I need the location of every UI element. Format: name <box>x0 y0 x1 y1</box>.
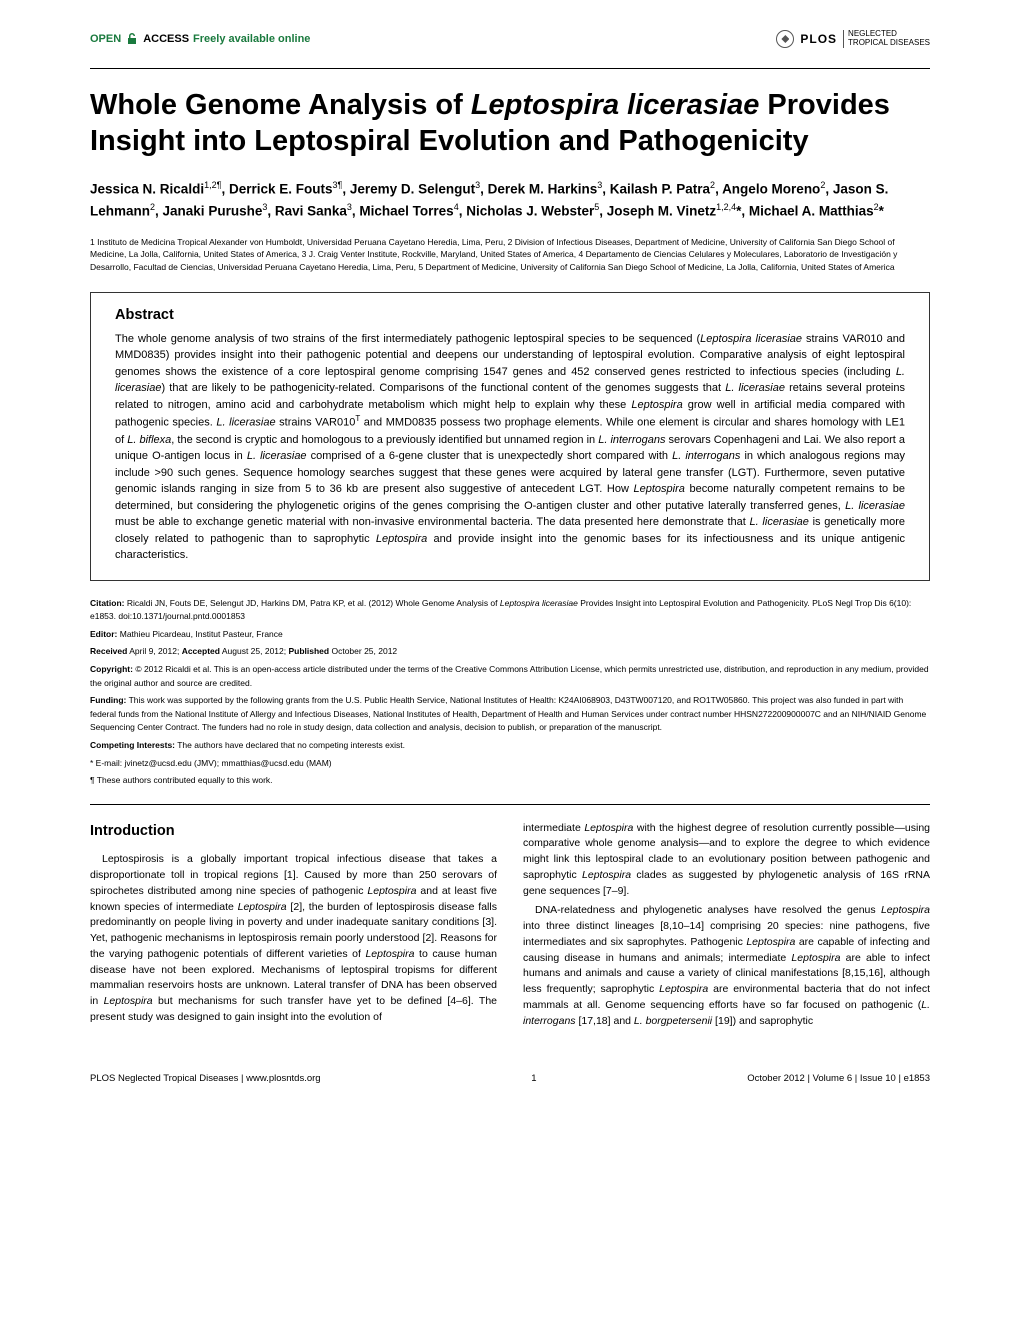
funding-text: This work was supported by the following… <box>90 695 926 732</box>
editor-label: Editor: <box>90 629 117 639</box>
competing-label: Competing Interests: <box>90 740 175 750</box>
body-columns: Introduction Leptospirosis is a globally… <box>90 821 930 1034</box>
journal-line2: TROPICAL DISEASES <box>848 38 930 47</box>
page-footer: PLOS Neglected Tropical Diseases | www.p… <box>90 1073 930 1084</box>
meta-rule <box>90 804 930 805</box>
title-species: Leptospira licerasiae <box>471 89 760 121</box>
plos-logo: PLOS NEGLECTED TROPICAL DISEASES <box>776 30 930 48</box>
published-label: Published <box>288 646 329 656</box>
citation-text: Ricaldi JN, Fouts DE, Selengut JD, Harki… <box>90 598 911 622</box>
access-label: ACCESS <box>143 33 189 45</box>
editor-line: Editor: Mathieu Picardeau, Institut Past… <box>90 628 930 642</box>
accepted-text: August 25, 2012; <box>220 646 289 656</box>
footer-right: October 2012 | Volume 6 | Issue 10 | e18… <box>747 1073 930 1084</box>
intro-para-1-cont: intermediate Leptospira with the highest… <box>523 821 930 900</box>
meta-block: Citation: Ricaldi JN, Fouts DE, Selengut… <box>90 597 930 788</box>
footer-page: 1 <box>531 1073 536 1084</box>
competing-text: The authors have declared that no compet… <box>175 740 405 750</box>
abstract-body: The whole genome analysis of two strains… <box>115 331 905 564</box>
header-rule <box>90 68 930 69</box>
published-text: October 25, 2012 <box>329 646 397 656</box>
citation-line: Citation: Ricaldi JN, Fouts DE, Selengut… <box>90 597 930 624</box>
intro-para-1: Leptospirosis is a globally important tr… <box>90 852 497 1025</box>
dates-line: Received April 9, 2012; Accepted August … <box>90 645 930 659</box>
plos-icon <box>776 30 794 48</box>
header-row: OPEN ACCESS Freely available online PLOS… <box>90 30 930 48</box>
abstract-heading: Abstract <box>115 307 905 323</box>
copyright-line: Copyright: © 2012 Ricaldi et al. This is… <box>90 663 930 690</box>
funding-label: Funding: <box>90 695 126 705</box>
open-label: OPEN <box>90 33 121 45</box>
copyright-label: Copyright: <box>90 664 133 674</box>
editor-text: Mathieu Picardeau, Institut Pasteur, Fra… <box>117 629 282 639</box>
title-pre: Whole Genome Analysis of <box>90 89 471 121</box>
column-left: Introduction Leptospirosis is a globally… <box>90 821 497 1034</box>
journal-name: NEGLECTED TROPICAL DISEASES <box>843 30 930 48</box>
affiliations: 1 Instituto de Medicina Tropical Alexand… <box>90 236 930 274</box>
journal-line1: NEGLECTED <box>848 29 897 38</box>
citation-label: Citation: <box>90 598 124 608</box>
email-line: * E-mail: jvinetz@ucsd.edu (JMV); mmatth… <box>90 757 930 771</box>
introduction-heading: Introduction <box>90 821 497 843</box>
column-right: intermediate Leptospira with the highest… <box>523 821 930 1034</box>
footer-left: PLOS Neglected Tropical Diseases | www.p… <box>90 1073 321 1084</box>
received-label: Received <box>90 646 127 656</box>
intro-para-2: DNA-relatedness and phylogenetic analyse… <box>523 903 930 1029</box>
competing-line: Competing Interests: The authors have de… <box>90 739 930 753</box>
funding-line: Funding: This work was supported by the … <box>90 694 930 735</box>
freely-label: Freely available online <box>193 33 310 45</box>
lock-icon <box>125 32 139 46</box>
copyright-text: © 2012 Ricaldi et al. This is an open-ac… <box>90 664 929 688</box>
plos-text: PLOS <box>800 32 837 46</box>
article-title: Whole Genome Analysis of Leptospira lice… <box>90 87 930 160</box>
equal-contrib-line: ¶ These authors contributed equally to t… <box>90 774 930 788</box>
authors-list: Jessica N. Ricaldi1,2¶, Derrick E. Fouts… <box>90 178 930 222</box>
received-text: April 9, 2012; <box>127 646 181 656</box>
abstract-box: Abstract The whole genome analysis of tw… <box>90 292 930 581</box>
open-access-badge: OPEN ACCESS Freely available online <box>90 32 310 46</box>
accepted-label: Accepted <box>182 646 220 656</box>
